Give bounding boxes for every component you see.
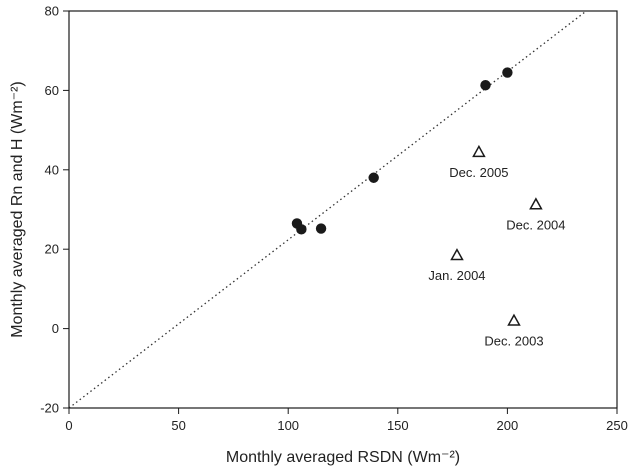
- point-annotation: Dec. 2003: [484, 334, 543, 349]
- reference-line: [69, 11, 587, 408]
- x-tick-label: 250: [606, 418, 628, 433]
- plot-frame: [68, 10, 618, 409]
- data-point-triangle: [529, 197, 543, 210]
- x-tick-label: 0: [65, 418, 72, 433]
- y-axis-title: Monthly averaged Rn and H (Wm⁻²): [9, 81, 26, 338]
- point-annotation: Jan. 2004: [428, 268, 485, 283]
- data-point-circle: [296, 224, 307, 235]
- y-tick-label: 20: [45, 242, 59, 257]
- data-point-triangle: [472, 144, 486, 158]
- plot-area: 0 50 100 150 200 250 -20 0 20 40 60 80 Dec. 2005 Dec.…: [40, 4, 628, 434]
- x-tick-label: 150: [387, 418, 409, 433]
- x-axis-title: Monthly averaged RSDN (Wm⁻²): [226, 449, 460, 466]
- y-tick-label: 0: [52, 321, 59, 336]
- data-point-circle: [315, 223, 327, 234]
- point-annotation: Dec. 2005: [449, 165, 508, 180]
- x-tick-label: 200: [497, 418, 519, 433]
- data-point-circle: [368, 172, 379, 183]
- y-tick-label: -20: [40, 401, 59, 416]
- data-point-triangle: [507, 313, 521, 326]
- data-point-triangle: [450, 248, 464, 261]
- data-point-circle: [480, 80, 491, 91]
- data-point-circle: [502, 67, 513, 78]
- point-annotation: Dec. 2004: [506, 217, 565, 232]
- y-tick-label: 60: [45, 83, 59, 98]
- x-tick-label: 100: [277, 418, 299, 433]
- y-tick-label: 80: [45, 4, 59, 19]
- x-tick-label: 50: [171, 418, 185, 433]
- y-tick-label: 40: [45, 162, 59, 177]
